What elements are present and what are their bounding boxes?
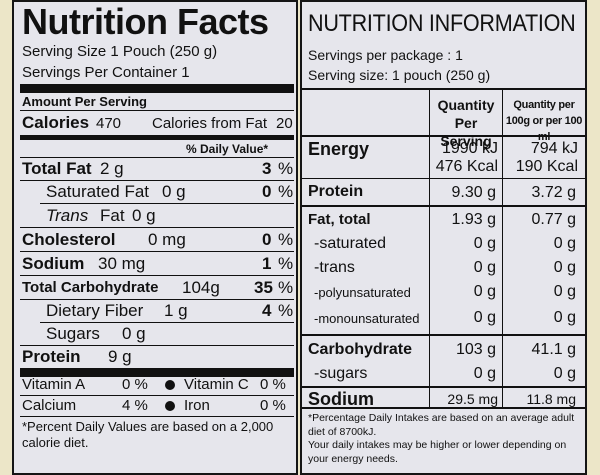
total-carbohydrate-dv: 35: [254, 278, 273, 297]
fat-total-per-100: 0.77 g: [531, 211, 576, 228]
fat-monounsaturated-label: -monounsaturated: [314, 311, 420, 326]
nutrition-facts-title: Nutrition Facts: [22, 1, 269, 42]
total-carbohydrate-amount: 104g: [182, 278, 220, 297]
percent-sign: %: [278, 278, 294, 297]
carbohydrate-label: Carbohydrate: [308, 341, 413, 358]
serving-size: Serving size: 1 pouch (250 g): [308, 67, 491, 83]
thick-divider: [20, 368, 294, 377]
calories-label: Calories: [22, 113, 90, 132]
fat-polyunsaturated-per-100: 0 g: [553, 283, 576, 300]
fat-saturated-per-100: 0 g: [553, 235, 576, 252]
sodium-per-serving: 29.5 mg: [447, 391, 498, 407]
fat-monounsaturated-per-100: 0 g: [553, 309, 576, 326]
fat-total-per-serving: 1.93 g: [451, 211, 496, 228]
total-fat-dv: 3: [262, 159, 272, 178]
sodium-per-100: 11.8 mg: [526, 391, 576, 407]
sugars-per-100: 0 g: [553, 365, 576, 382]
percent-sign: %: [278, 254, 294, 273]
energy-per-serving-kcal: 476 Kcal: [435, 158, 498, 175]
dietary-fiber-amount: 1 g: [164, 301, 188, 320]
cholesterol-label: Cholesterol: [22, 230, 116, 249]
calories-value: 470: [96, 115, 122, 132]
total-fat-label: Total Fat: [22, 159, 92, 178]
sodium-amount: 30 mg: [98, 254, 146, 273]
sugars-per-serving: 0 g: [473, 365, 496, 382]
vitamin-c-label: Vitamin C: [184, 376, 249, 393]
sodium-label: Sodium: [22, 254, 85, 273]
nutrition-information-title: NUTRITION INFORMATION: [308, 10, 576, 37]
protein-per-100: 3.72 g: [531, 184, 576, 201]
trans-fat-label-suffix: Fat: [100, 206, 125, 225]
protein-label: Protein: [308, 183, 364, 200]
column-header-per-serving: Quantity Per Serving: [437, 97, 495, 150]
carbohydrate-per-serving: 103 g: [455, 341, 496, 358]
cholesterol-dv: 0: [262, 230, 272, 249]
bullet-icon: [165, 401, 175, 411]
fat-saturated-per-serving: 0 g: [473, 235, 496, 252]
calcium-value: 4 %: [122, 397, 148, 414]
protein-per-serving: 9.30 g: [451, 184, 496, 201]
vitamin-c-value: 0 %: [260, 376, 286, 393]
total-carbohydrate-label: Total Carbohydrate: [22, 279, 159, 296]
percent-sign: %: [278, 182, 294, 201]
sugars-amount: 0 g: [122, 324, 146, 343]
column-header-per-100g: Quantity per 100g or per 100 ml: [505, 99, 583, 143]
sodium-label: Sodium: [308, 389, 374, 409]
saturated-fat-amount: 0 g: [162, 182, 186, 201]
dietary-fiber-dv: 4: [262, 301, 272, 320]
amount-per-serving: Amount Per Serving: [22, 94, 147, 109]
carbohydrate-per-100: 41.1 g: [531, 341, 576, 358]
protein-amount: 9 g: [108, 347, 132, 366]
sugars-label: Sugars: [46, 324, 100, 343]
percent-sign: %: [278, 159, 294, 178]
calcium-label: Calcium: [22, 397, 77, 414]
energy-per-100-kj: 794 kJ: [530, 140, 578, 157]
daily-intake-footnote: *Percentage Daily Intakes are based on a…: [308, 412, 575, 438]
daily-value-header: % Daily Value*: [186, 142, 269, 156]
trans-fat-amount: 0 g: [132, 206, 156, 225]
fat-trans-per-100: 0 g: [553, 259, 576, 276]
medium-divider: [20, 135, 294, 140]
servings-per-package: Servings per package : 1: [308, 47, 463, 63]
energy-label: Energy: [308, 139, 370, 159]
sugars-label: -sugars: [314, 365, 368, 382]
percent-sign: %: [278, 230, 294, 249]
percent-daily-value-footnote: *Percent Daily Values are based on a 2,0…: [22, 419, 274, 451]
nutrition-information-panel: NUTRITION INFORMATION Servings per packa…: [300, 0, 587, 475]
thick-divider: [20, 84, 294, 93]
energy-per-serving-kj: 1990 kJ: [441, 140, 498, 157]
fat-monounsaturated-per-serving: 0 g: [473, 309, 496, 326]
serving-size: Serving Size 1 Pouch (250 g): [22, 43, 218, 60]
fat-polyunsaturated-per-serving: 0 g: [473, 283, 496, 300]
energy-per-100-kcal: 190 Kcal: [515, 158, 578, 175]
total-fat-amount: 2 g: [100, 159, 124, 178]
percent-sign: %: [278, 301, 294, 320]
energy-needs-footnote: Your daily intakes may be higher or lowe…: [308, 439, 567, 465]
divider: [20, 110, 294, 111]
bullet-icon: [165, 380, 175, 390]
iron-label: Iron: [184, 397, 210, 414]
fat-saturated-label: -saturated: [314, 235, 387, 252]
fat-trans-label: -trans: [314, 259, 355, 276]
us-nutrition-facts-panel: Nutrition Facts Serving Size 1 Pouch (25…: [12, 0, 298, 475]
calories-from-fat-label: Calories from Fat: [152, 115, 268, 132]
saturated-fat-dv: 0: [262, 182, 272, 201]
trans-fat-label: Trans: [46, 206, 89, 225]
vitamin-a-value: 0 %: [122, 376, 148, 393]
dietary-fiber-label: Dietary Fiber: [46, 301, 144, 320]
vitamin-a-label: Vitamin A: [22, 376, 86, 393]
fat-total-label: Fat, total: [308, 211, 371, 228]
iron-value: 0 %: [260, 397, 286, 414]
servings-per-container: Servings Per Container 1: [22, 64, 190, 81]
fat-polyunsaturated-label: -polyunsaturated: [314, 285, 411, 300]
saturated-fat-label: Saturated Fat: [46, 182, 150, 201]
sodium-dv: 1: [262, 254, 272, 273]
fat-trans-per-serving: 0 g: [473, 259, 496, 276]
calories-from-fat-value: 20: [276, 115, 293, 132]
protein-label: Protein: [22, 347, 81, 366]
cholesterol-amount: 0 mg: [148, 230, 186, 249]
